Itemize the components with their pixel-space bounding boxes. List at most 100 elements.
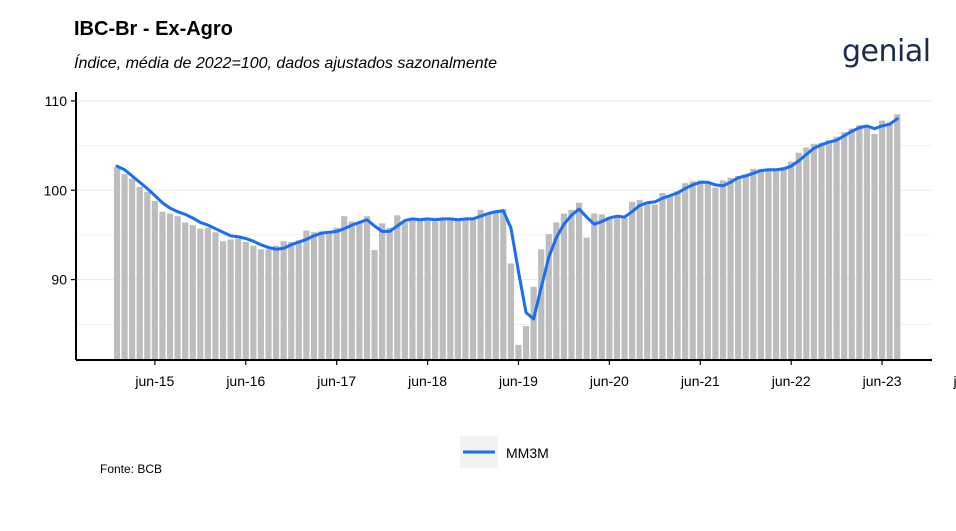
bar (447, 218, 454, 360)
x-tick-label: jun-23 (862, 373, 902, 389)
bar (318, 231, 325, 360)
bar (500, 209, 507, 360)
bar (166, 213, 174, 360)
bar (538, 249, 545, 360)
bar (575, 202, 583, 360)
bar (136, 186, 143, 360)
bar (432, 221, 439, 360)
bar (485, 213, 492, 360)
bar (144, 192, 151, 360)
bar (326, 232, 333, 360)
x-tick-label: jun-22 (771, 373, 811, 389)
x-tick-label: jun-15 (134, 373, 174, 389)
bar (886, 122, 893, 361)
bar (204, 227, 211, 360)
bar (606, 217, 613, 360)
bar (477, 209, 484, 360)
bar (333, 227, 340, 360)
bar (265, 249, 272, 360)
bar (704, 181, 711, 360)
bar (174, 216, 181, 360)
bar (197, 228, 204, 360)
bar-series (113, 114, 901, 361)
bar (674, 191, 681, 360)
bar (598, 214, 605, 360)
bar (288, 242, 295, 360)
chart-subtitle: Índice, média de 2022=100, dados ajustad… (74, 55, 497, 72)
bar (765, 169, 772, 360)
x-tick-label: jun-21 (680, 373, 720, 389)
bar (697, 180, 704, 360)
bar (530, 286, 537, 360)
bar (636, 200, 643, 360)
bar (727, 177, 734, 360)
bar (363, 216, 371, 360)
bar (871, 133, 878, 360)
bar (121, 174, 128, 360)
bar (310, 232, 318, 360)
bar (553, 222, 560, 360)
bar (250, 245, 257, 360)
bar (151, 200, 158, 360)
x-tick-label: jun-24 (953, 373, 956, 389)
bar (666, 196, 674, 360)
bar (439, 218, 446, 360)
bar (810, 143, 817, 360)
bar (401, 222, 408, 360)
legend: MM3M (460, 436, 549, 468)
bar (848, 128, 855, 360)
bar (462, 218, 469, 360)
chart-title: IBC-Br - Ex-Agro (74, 18, 233, 40)
y-tick-label: 110 (45, 93, 68, 109)
y-tick-label: 90 (51, 272, 67, 288)
bar (545, 234, 552, 360)
bar (409, 217, 416, 360)
bar (182, 222, 189, 360)
bar (568, 209, 575, 360)
bar (159, 211, 166, 360)
source-note: Fonte: BCB (100, 462, 163, 476)
x-tick-label: jun-16 (225, 373, 265, 389)
bar (341, 216, 348, 360)
bar (272, 245, 280, 360)
bar (492, 212, 499, 360)
bar (129, 178, 136, 360)
bar (613, 215, 621, 360)
bar (795, 152, 802, 360)
bar (386, 227, 393, 360)
bar (371, 250, 378, 360)
bar (833, 136, 840, 360)
bar (735, 175, 742, 360)
bar (424, 217, 431, 360)
bar (280, 241, 287, 360)
bar (227, 239, 234, 360)
bar (689, 181, 696, 360)
bar (772, 170, 780, 360)
bar (841, 132, 848, 360)
bar (583, 237, 590, 360)
bar (454, 220, 461, 360)
bar (788, 161, 795, 360)
bar (212, 232, 219, 360)
bar (219, 241, 227, 360)
x-tick-label: jun-17 (316, 373, 356, 389)
bar (719, 180, 727, 360)
x-tick-label: jun-18 (407, 373, 447, 389)
bar (348, 221, 355, 360)
bar (356, 222, 363, 360)
bar (591, 213, 598, 360)
bar (659, 192, 666, 360)
bar (235, 238, 242, 360)
bar (522, 326, 530, 360)
bar (113, 167, 121, 360)
bar (742, 174, 749, 360)
bar (189, 225, 196, 360)
bar (878, 120, 886, 360)
bar (894, 114, 901, 360)
bar (621, 217, 628, 360)
bar (416, 220, 424, 360)
bar (379, 223, 386, 360)
bar (825, 140, 833, 360)
bar (757, 168, 764, 360)
